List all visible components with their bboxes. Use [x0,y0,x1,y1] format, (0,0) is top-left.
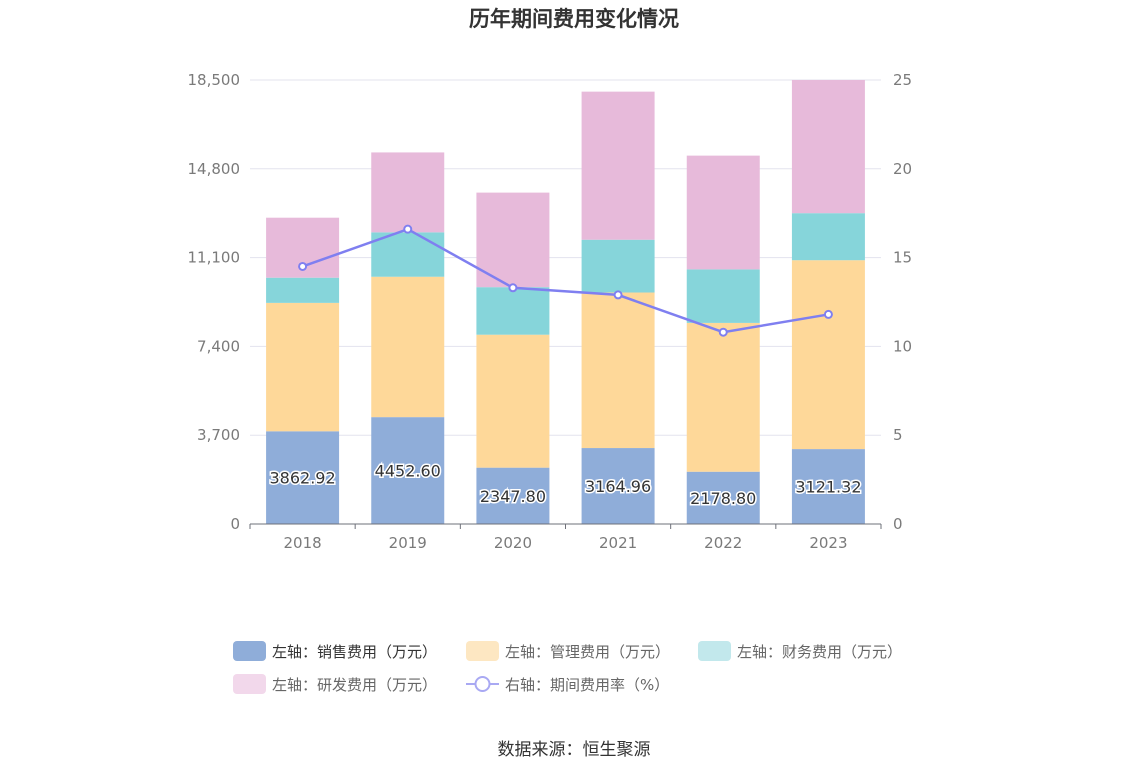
bar-layer [266,79,865,524]
bar-data-label: 3862.92 [269,469,335,488]
line-layer [298,224,833,337]
bar-segment-1 [791,449,865,524]
y-right-tick-label: 0 [893,515,903,533]
bar-segment-3 [371,232,445,277]
y-left-tick-label: 0 [230,515,240,533]
bar-segment-3 [686,269,760,323]
y-right-tick-label: 15 [893,249,912,267]
legend-label: 左轴：财务费用（万元） [737,643,902,661]
line-point [718,327,728,337]
bar-segment-3 [791,213,865,261]
bar-segment-3 [476,287,550,335]
line-point [508,283,518,293]
bar-segment-4 [476,192,550,288]
bar-segment-1 [266,431,340,524]
y-right-tick-label: 10 [893,337,912,355]
x-tick-label: 2020 [494,534,532,552]
line-point [613,290,623,300]
x-tick-label: 2023 [809,534,847,552]
bar-segment-1 [476,467,550,524]
bar-segment-2 [791,260,865,450]
legend-swatch [698,641,731,661]
bar-segment-1 [581,448,655,524]
line-series [302,227,829,334]
legend-swatch [233,674,266,694]
bar-segment-4 [686,155,760,270]
bar-segment-1 [371,417,445,524]
bar-data-label: 3121.32 [795,478,861,497]
legend-swatch [466,641,499,661]
x-tick-label: 2021 [599,534,637,552]
legend-label: 左轴：管理费用（万元） [505,643,670,661]
chart-title: 历年期间费用变化情况 [469,7,679,31]
bar-segment-4 [371,152,445,233]
bar-segment-3 [581,239,655,293]
grid-layer [250,79,881,436]
y-left-tick-label: 18,500 [188,71,241,89]
legend-label: 左轴：销售费用（万元） [272,643,437,661]
legend-swatch [233,641,266,661]
bar-segment-1 [686,471,760,524]
bar-data-label: 4452.60 [375,462,441,481]
x-tick-label: 2022 [704,534,742,552]
y-left-tick-label: 3,700 [197,426,240,444]
bar-data-label: 2178.80 [690,489,756,508]
y-right-tick-label: 20 [893,160,912,178]
bar-segment-2 [266,302,340,432]
bar-segment-2 [476,334,550,468]
line-point [403,224,413,234]
bar-segment-3 [266,277,340,303]
bar-data-label: 2347.80 [480,487,546,506]
bar-segment-4 [791,79,865,214]
x-tick-label: 2019 [389,534,427,552]
bar-segment-2 [581,292,655,449]
legend-line-marker [474,676,491,692]
y-right-tick-label: 25 [893,71,912,89]
bar-data-label: 3164.96 [585,477,651,496]
line-point [298,261,308,271]
legend-label: 右轴：期间费用率（%） [505,676,669,694]
x-tick-label: 2018 [283,534,321,552]
line-point [823,309,833,319]
source-text: 数据来源：恒生聚源 [498,740,651,760]
axis-layer: 0 3,700 7,400 11,100 14,800 18,500 0 5 10 15 20 25 2… [188,71,913,552]
y-right-tick-label: 5 [893,426,903,444]
legend: 左轴：销售费用（万元） 左轴：管理费用（万元） 左轴：财务费用（万元） 左轴：研发费用… [233,641,902,694]
y-left-tick-label: 7,400 [197,337,240,355]
y-left-tick-label: 14,800 [188,160,241,178]
y-left-tick-label: 11,100 [188,249,241,267]
bar-segment-4 [581,91,655,240]
legend-label: 左轴：研发费用（万元） [272,676,437,694]
bar-segment-2 [371,276,445,418]
bar-segment-2 [686,322,760,472]
label-layer: 3862.92 4452.60 2347.80 3164.96 2178.80 3121.… [268,460,863,509]
